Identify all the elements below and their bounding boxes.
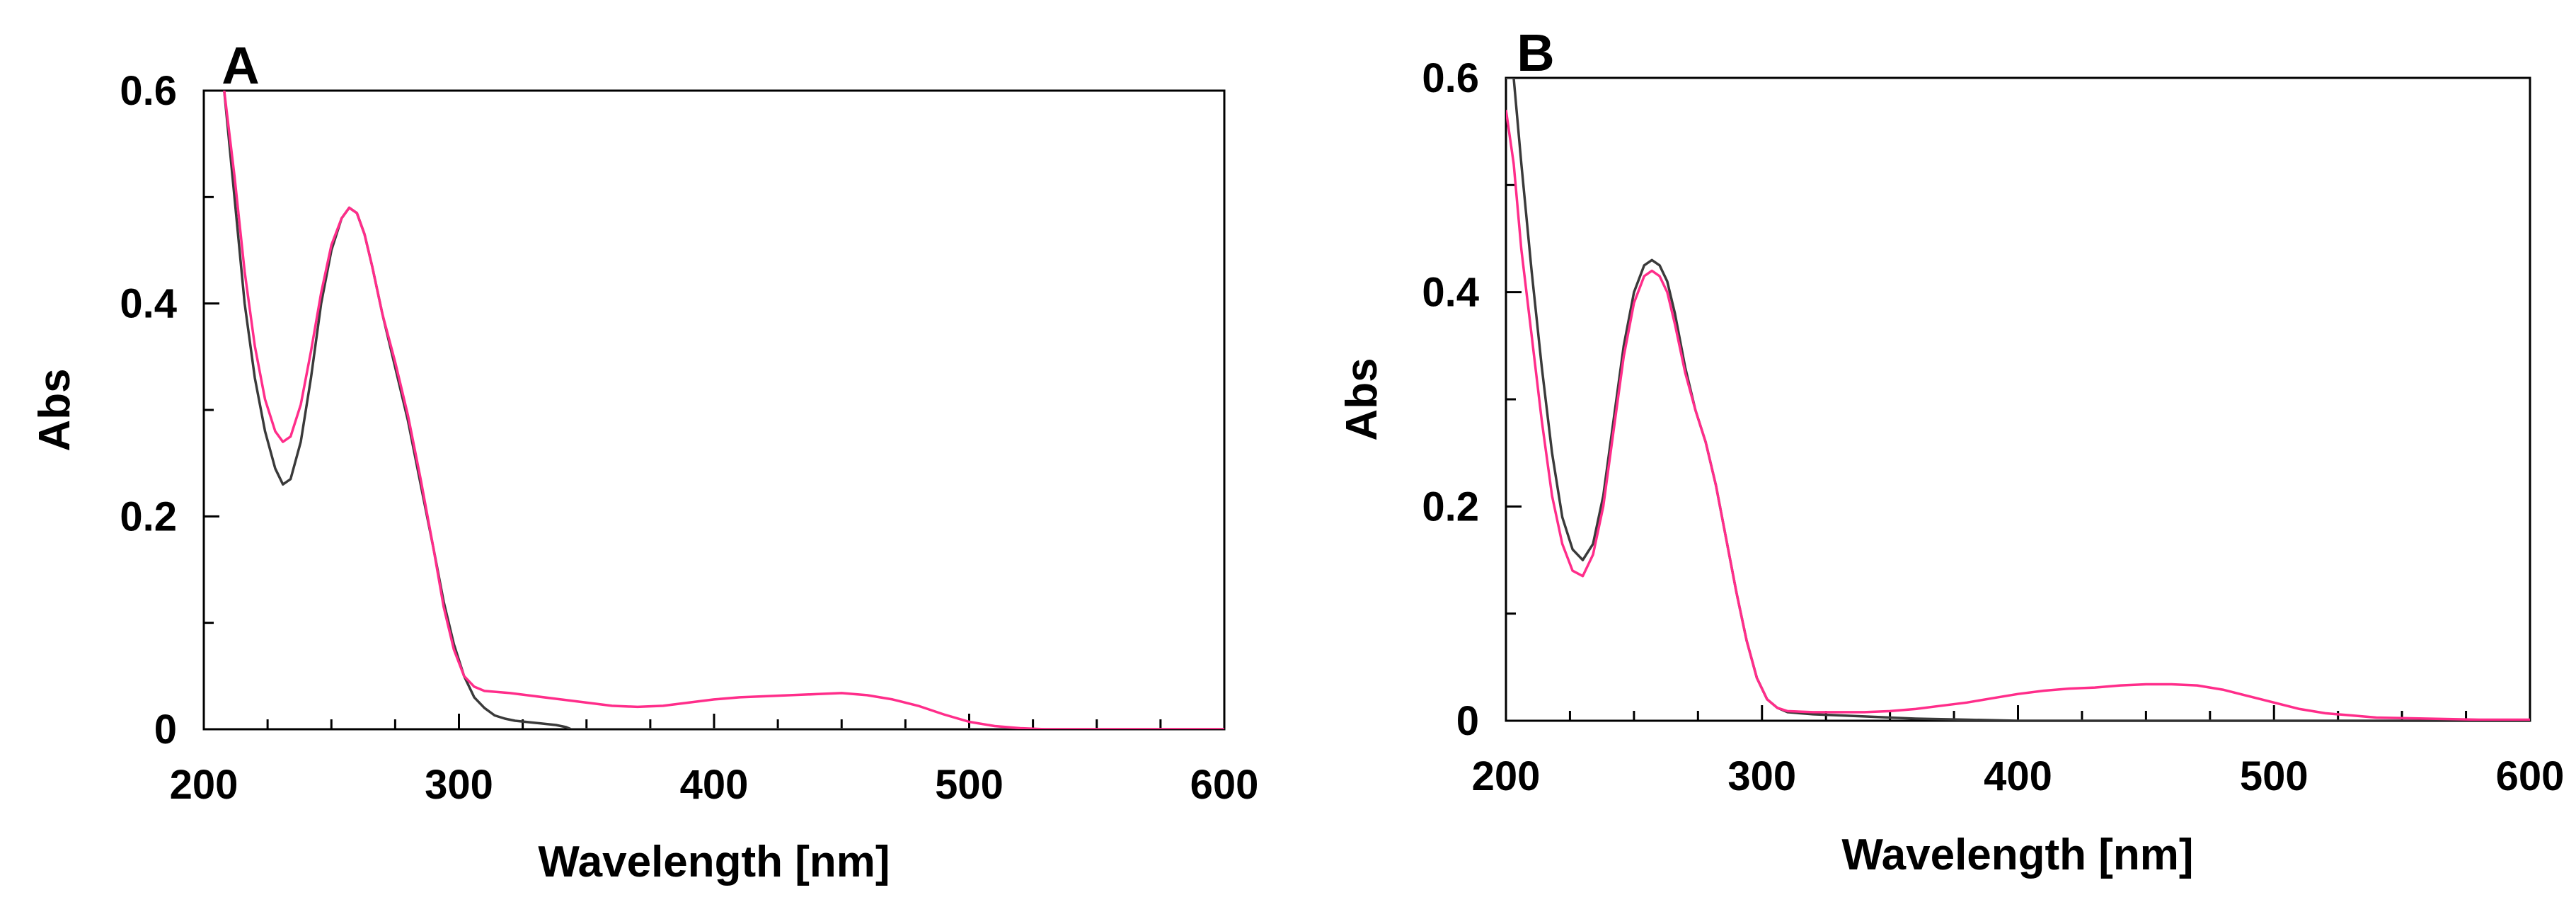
x-tick-label: 600 — [1190, 762, 1259, 808]
y-tick-label: 0.2 — [1422, 484, 1479, 530]
y-tick-label: 0.4 — [1422, 270, 1479, 316]
plot-frame — [1505, 76, 2531, 722]
plot-frame — [202, 89, 1226, 731]
x-tick-label: 400 — [680, 762, 749, 808]
chart-panel-a: 200 300 400 500 600 0 0.2 0.4 0.6 Wavelength [nm]… — [30, 36, 1258, 886]
x-tick-label: 200 — [1472, 753, 1541, 799]
chart-panel-b: 200 300 400 500 600 0 0.2 0.4 0.6 Wavelength [nm]… — [1338, 23, 2564, 879]
y-tick-label: 0 — [1456, 698, 1479, 744]
x-tick-label: 400 — [1984, 753, 2052, 799]
x-tick-label: 300 — [425, 762, 493, 808]
y-tick-label: 0.6 — [1422, 55, 1479, 101]
panel-label: B — [1517, 23, 1554, 82]
y-tick-label: 0 — [154, 707, 177, 753]
x-tick-label: 200 — [170, 762, 238, 808]
series-line-pink — [223, 91, 1224, 729]
y-axis-title: Abs — [1338, 358, 1386, 440]
panel-label: A — [222, 36, 259, 95]
series-line-dark — [1506, 78, 2530, 721]
x-tick-label: 500 — [935, 762, 1004, 808]
y-tick-label: 0.2 — [120, 493, 177, 540]
series-line-pink — [1506, 110, 2530, 721]
y-tick-label: 0.4 — [120, 281, 177, 327]
y-tick-label: 0.6 — [120, 68, 177, 114]
series-line-dark — [223, 91, 1224, 729]
x-tick-label: 500 — [2240, 753, 2308, 799]
x-tick-label: 600 — [2496, 753, 2565, 799]
x-axis-title: Wavelength [nm] — [1841, 830, 2193, 879]
x-axis-title: Wavelength [nm] — [538, 838, 890, 886]
x-tick-label: 300 — [1727, 753, 1796, 799]
y-axis-title: Abs — [30, 368, 79, 451]
